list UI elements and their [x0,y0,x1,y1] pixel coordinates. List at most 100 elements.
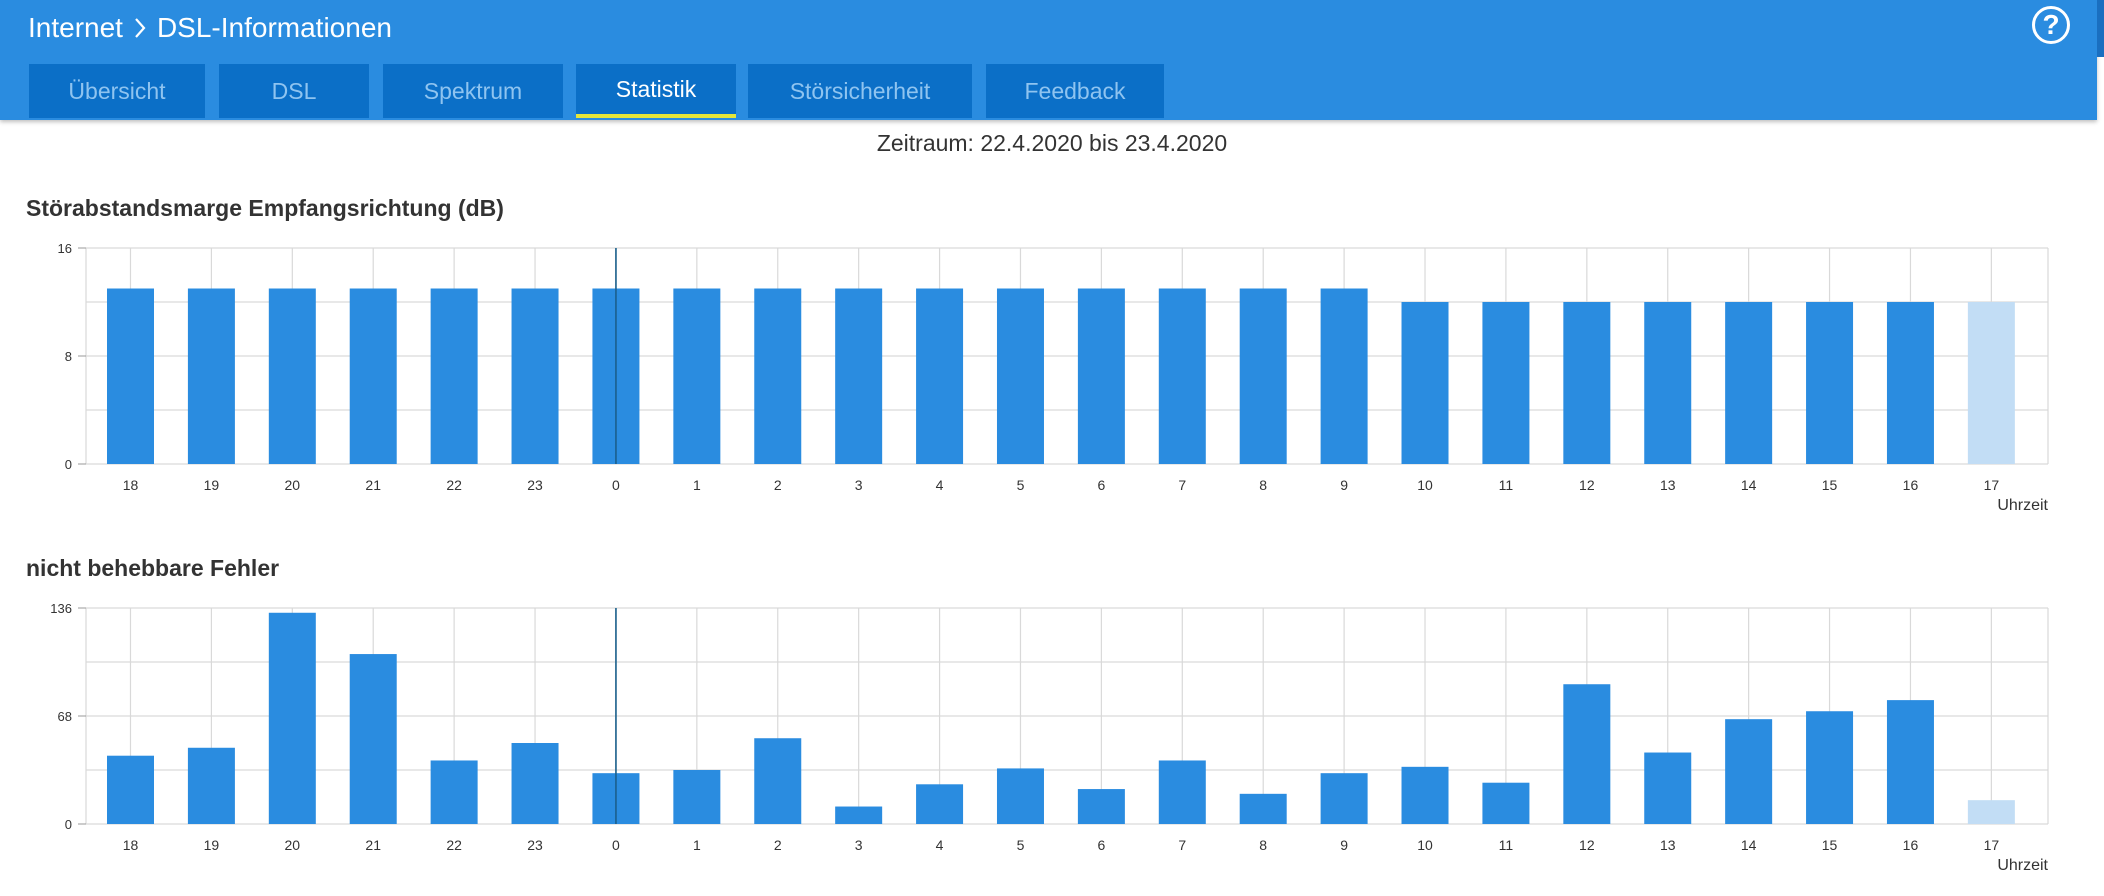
y-tick-label: 8 [65,349,72,364]
bar [430,760,478,824]
x-tick-label: 5 [1017,837,1025,853]
x-tick-label: 16 [1903,477,1919,493]
x-tick-label: 8 [1259,837,1267,853]
x-tick-label: 23 [527,477,543,493]
x-tick-label: 14 [1741,477,1757,493]
x-tick-label: 9 [1340,837,1348,853]
chevron-right-icon [133,16,147,40]
tab-spektrum[interactable]: Spektrum [383,64,563,118]
bar-current-hour [1967,302,2015,464]
breadcrumb-root[interactable]: Internet [28,12,123,43]
bar-current-hour [1967,800,2015,824]
bar [1239,288,1287,464]
x-tick-label: 17 [1984,477,2000,493]
window-edge [2097,0,2104,57]
x-tick-label: 23 [527,837,543,853]
x-tick-label: 1 [693,837,701,853]
bar [1725,719,1773,824]
bar [996,768,1044,824]
bar [349,288,397,464]
bar [1563,302,1611,464]
x-axis-label: Uhrzeit [1997,857,2048,874]
x-tick-label: 18 [123,477,139,493]
x-tick-label: 2 [774,837,782,853]
y-tick-label: 68 [58,709,72,724]
bar [1077,288,1125,464]
x-tick-label: 15 [1822,837,1838,853]
bar [1320,288,1368,464]
x-tick-label: 7 [1178,477,1186,493]
tab-statistik[interactable]: Statistik [576,64,736,118]
bar [268,612,316,824]
x-tick-label: 20 [285,837,301,853]
x-tick-label: 2 [774,477,782,493]
bar [1725,302,1773,464]
bar [1806,711,1854,824]
bar [1320,773,1368,824]
period-label: Zeitraum: 22.4.2020 bis 23.4.2020 [876,130,1228,156]
x-tick-label: 10 [1417,837,1433,853]
x-tick-label: 11 [1499,837,1514,853]
bar [1644,302,1692,464]
x-tick-label: 13 [1660,837,1676,853]
tab-uebersicht[interactable]: Übersicht [29,64,205,118]
y-tick-label: 16 [58,241,72,256]
tab-dsl[interactable]: DSL [219,64,369,118]
help-icon[interactable]: ? [2032,6,2070,44]
chart-title-errors: nicht behebbare Fehler [26,555,280,581]
x-tick-label: 8 [1259,477,1267,493]
bar [1806,302,1854,464]
x-tick-label: 21 [365,477,381,493]
bar [349,654,397,824]
breadcrumb: Internet DSL-Informationen [28,10,392,46]
x-tick-label: 9 [1340,477,1348,493]
bar [511,288,559,464]
x-tick-label: 7 [1178,837,1186,853]
bar [1563,684,1611,824]
bar [1482,302,1530,464]
bar [430,288,478,464]
bar [511,743,559,824]
x-axis-label: Uhrzeit [1997,497,2048,514]
x-tick-label: 5 [1017,477,1025,493]
tab-stoersicherheit[interactable]: Störsicherheit [748,64,972,118]
bar [1401,766,1449,824]
x-tick-label: 20 [285,477,301,493]
tab-feedback[interactable]: Feedback [986,64,1164,118]
chart-title-snr: Störabstandsmarge Empfangsrichtung (dB) [26,195,504,221]
bar [673,288,721,464]
bar [835,288,883,464]
y-tick-label: 136 [50,601,72,616]
x-tick-label: 4 [936,477,944,493]
bar [835,806,883,824]
bar [106,755,154,824]
x-tick-label: 12 [1579,837,1595,853]
breadcrumb-current: DSL-Informationen [156,12,392,43]
x-tick-label: 11 [1499,477,1514,493]
x-tick-label: 19 [204,837,220,853]
bar [1482,782,1530,824]
y-tick-label: 0 [65,457,72,472]
bar [187,747,235,824]
x-tick-label: 15 [1822,477,1838,493]
x-tick-label: 18 [123,837,139,853]
bar [1077,789,1125,824]
bar [1239,793,1287,824]
x-tick-label: 10 [1417,477,1433,493]
x-tick-label: 21 [365,837,381,853]
x-tick-label: 6 [1097,837,1105,853]
bar [754,288,802,464]
x-tick-label: 14 [1741,837,1757,853]
x-tick-label: 22 [446,837,462,853]
bar [996,288,1044,464]
x-tick-label: 1 [693,477,701,493]
bar [1886,302,1934,464]
bar [1401,302,1449,464]
bar [916,784,964,824]
x-tick-label: 0 [612,477,620,493]
bar [673,770,721,824]
x-tick-label: 0 [612,837,620,853]
app-header: Internet DSL-Informationen ? Übersicht D… [0,0,2097,120]
bar [187,288,235,464]
